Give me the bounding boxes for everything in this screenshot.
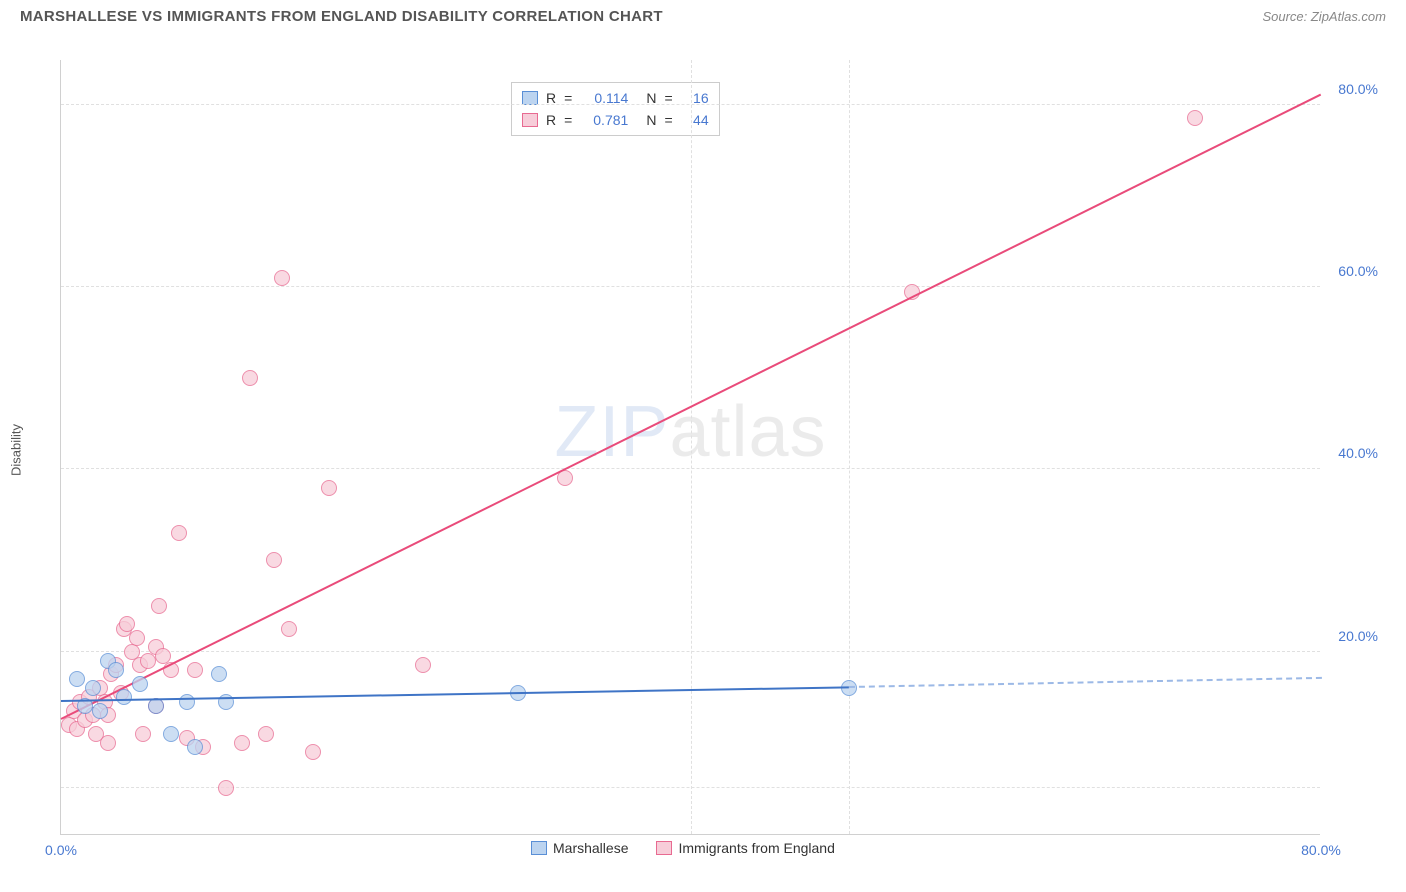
legend-stats: R=0.114N=16R=0.781N=44 — [511, 82, 720, 136]
data-point — [1187, 110, 1203, 126]
chart-container: Disability ZIPatlas R=0.114N=16R=0.781N=… — [40, 40, 1380, 860]
data-point — [132, 676, 148, 692]
data-point — [129, 630, 145, 646]
chart-title: MARSHALLESE VS IMMIGRANTS FROM ENGLAND D… — [20, 8, 663, 25]
data-point — [116, 689, 132, 705]
legend-swatch — [656, 841, 672, 855]
data-point — [140, 653, 156, 669]
data-point — [415, 657, 431, 673]
plot-area: ZIPatlas R=0.114N=16R=0.781N=44 Marshall… — [60, 60, 1320, 835]
data-point — [69, 671, 85, 687]
y-tick-label: 40.0% — [1338, 445, 1378, 461]
legend-swatch — [531, 841, 547, 855]
data-point — [179, 694, 195, 710]
y-axis-label: Disability — [9, 424, 24, 476]
data-point — [85, 680, 101, 696]
data-point — [258, 726, 274, 742]
legend-label: Immigrants from England — [678, 840, 834, 856]
chart-header: MARSHALLESE VS IMMIGRANTS FROM ENGLAND D… — [0, 0, 1406, 29]
legend-item: Immigrants from England — [656, 840, 834, 856]
data-point — [305, 744, 321, 760]
data-point — [163, 726, 179, 742]
data-point — [281, 621, 297, 637]
legend-item: Marshallese — [531, 840, 628, 856]
x-tick-label: 80.0% — [1301, 842, 1341, 858]
y-tick-label: 60.0% — [1338, 263, 1378, 279]
data-point — [108, 662, 124, 678]
data-point — [135, 726, 151, 742]
legend-stat-row: R=0.114N=16 — [522, 87, 709, 109]
trend-line — [848, 677, 1321, 688]
chart-source: Source: ZipAtlas.com — [1262, 9, 1386, 24]
legend-stat-row: R=0.781N=44 — [522, 109, 709, 131]
data-point — [266, 552, 282, 568]
legend-series: Marshallese Immigrants from England — [531, 840, 835, 856]
data-point — [171, 525, 187, 541]
data-point — [187, 662, 203, 678]
data-point — [274, 270, 290, 286]
data-point — [187, 739, 203, 755]
legend-swatch — [522, 113, 538, 127]
data-point — [242, 370, 258, 386]
data-point — [100, 735, 116, 751]
data-point — [211, 666, 227, 682]
y-tick-label: 80.0% — [1338, 81, 1378, 97]
data-point — [321, 480, 337, 496]
legend-label: Marshallese — [553, 840, 628, 856]
data-point — [234, 735, 250, 751]
trend-line — [61, 686, 849, 702]
data-point — [148, 698, 164, 714]
data-point — [218, 780, 234, 796]
y-tick-label: 20.0% — [1338, 628, 1378, 644]
grid-line-v — [849, 60, 850, 834]
grid-line-v — [691, 60, 692, 834]
x-tick-label: 0.0% — [45, 842, 77, 858]
data-point — [92, 703, 108, 719]
data-point — [151, 598, 167, 614]
